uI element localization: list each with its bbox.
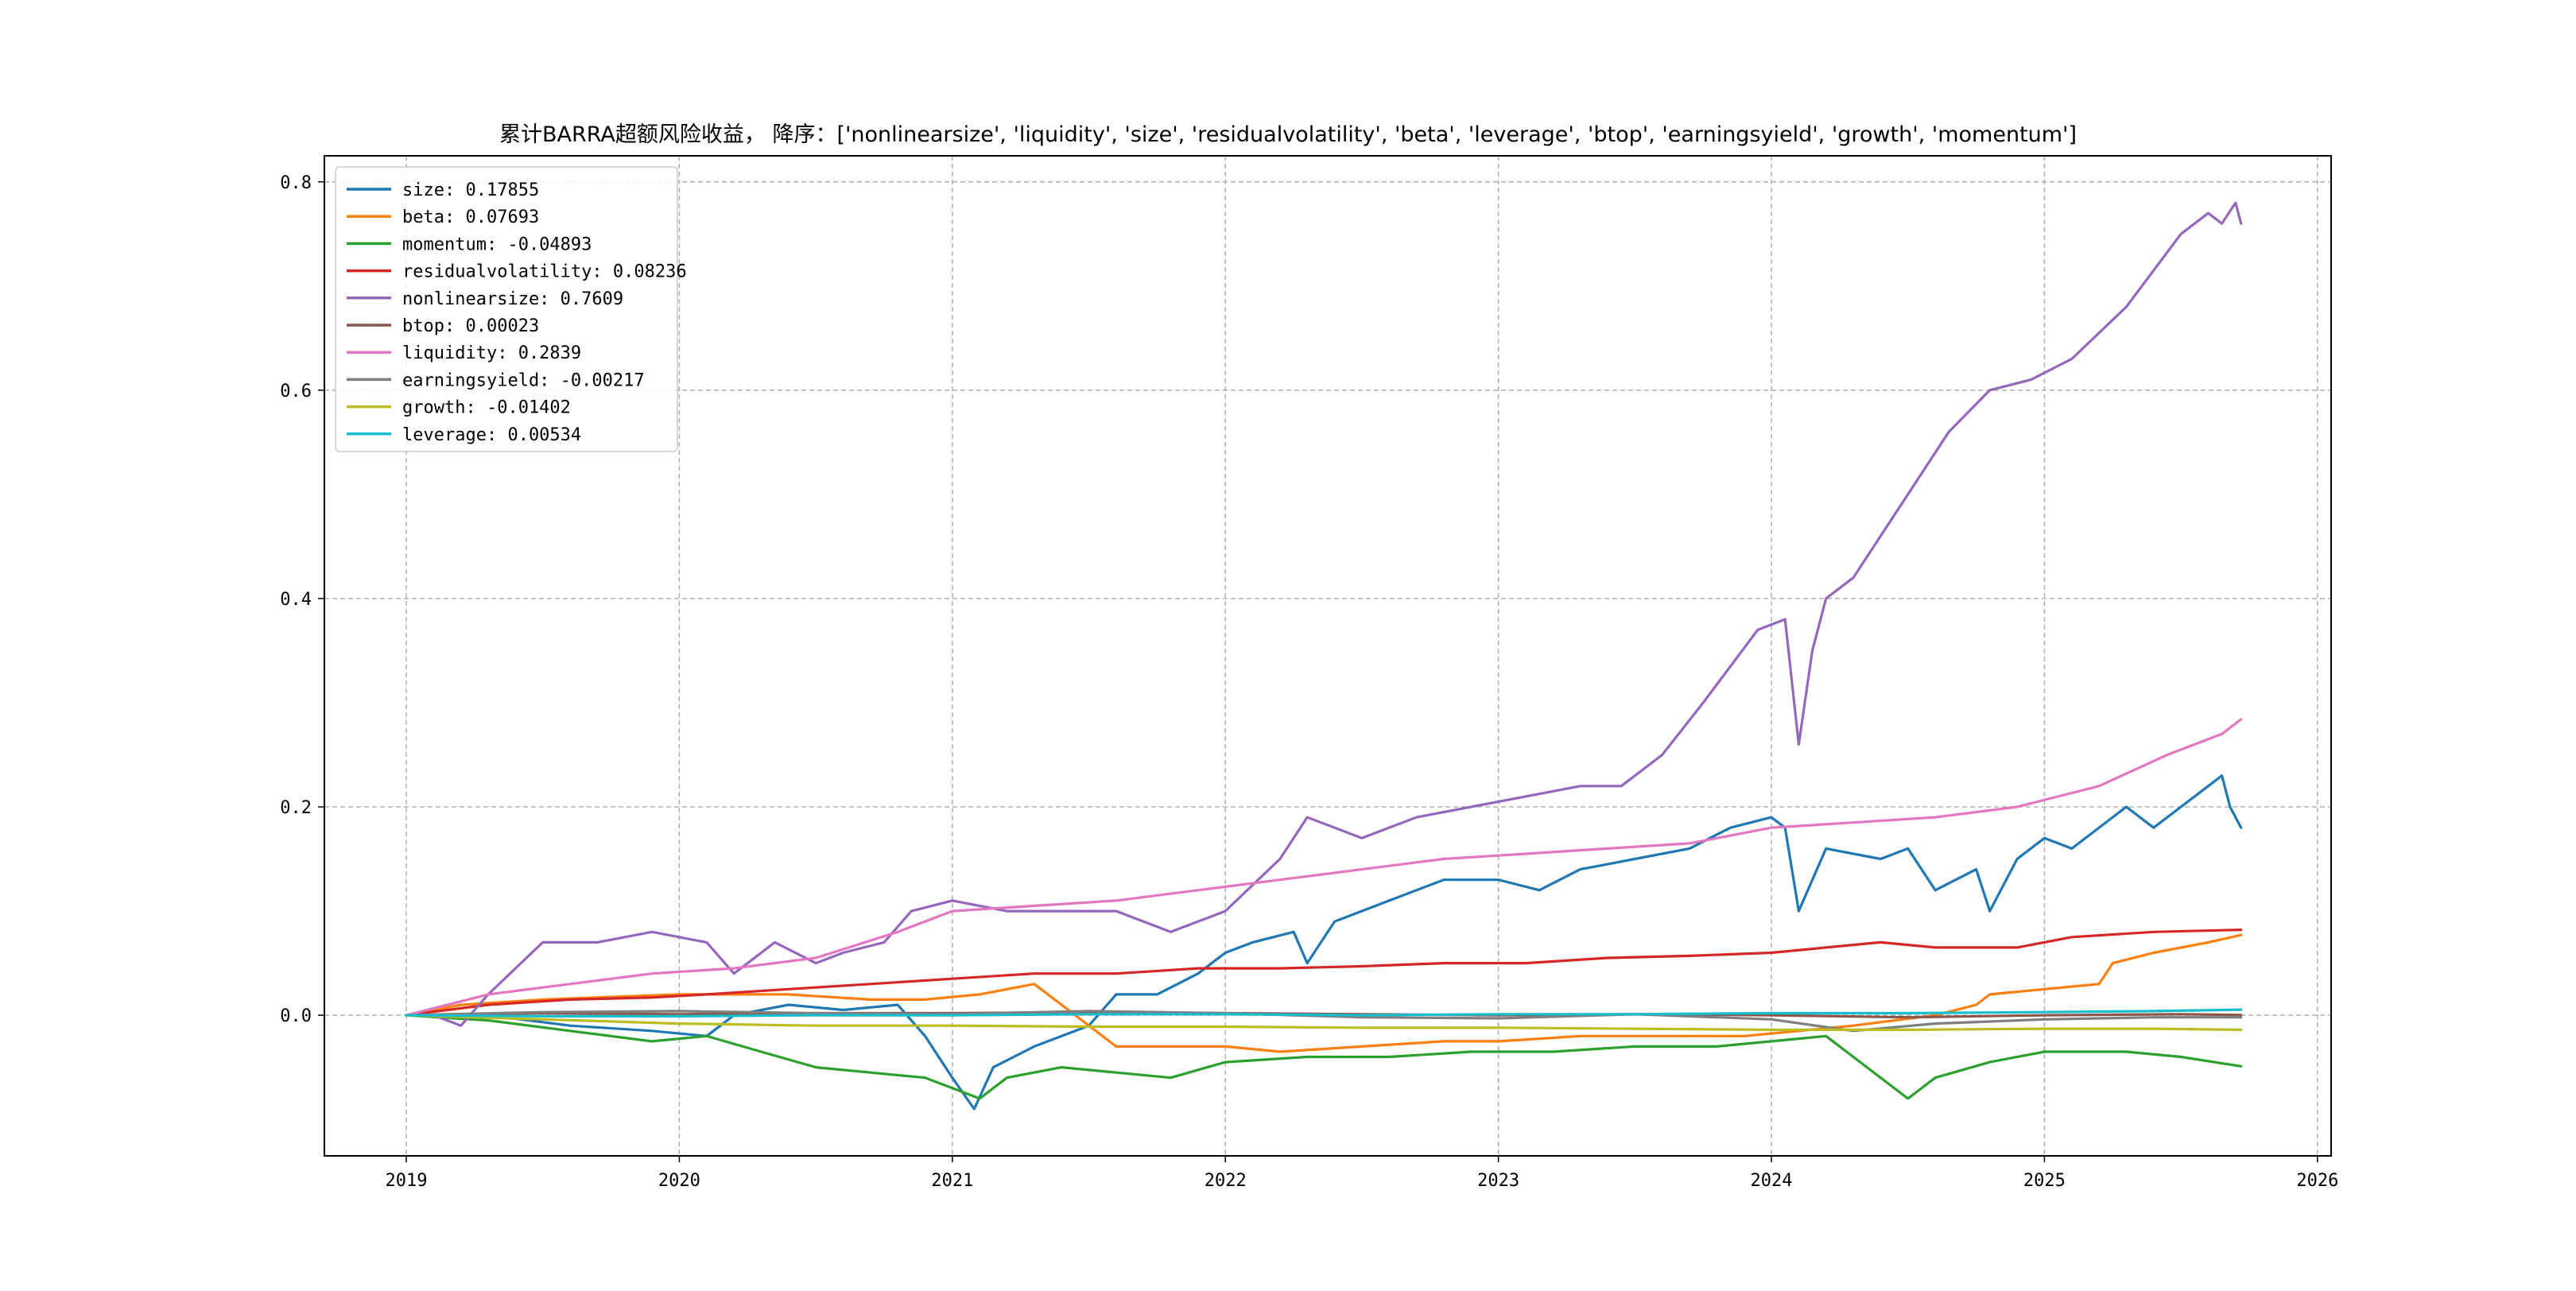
legend-label-nonlinearsize: nonlinearsize: 0.7609 [402, 289, 623, 309]
legend-label-size: size: 0.17855 [402, 180, 539, 200]
series-line-beta [405, 933, 2243, 1053]
legend-label-liquidity: liquidity: 0.2839 [402, 343, 581, 363]
x-tick-label: 2025 [2023, 1171, 2066, 1191]
legend-label-growth: growth: -0.01402 [402, 398, 571, 418]
chart-title: 累计BARRA超额风险收益， 降序：['nonlinearsize', 'liq… [499, 122, 2077, 147]
x-tick-label: 2022 [1205, 1171, 1247, 1191]
y-tick-label: 0.0 [280, 1006, 312, 1026]
y-tick-label: 0.6 [280, 382, 312, 401]
legend-label-earningsyield: earningsyield: -0.00217 [402, 370, 645, 390]
series-layer [405, 201, 2243, 1111]
x-tick-label: 2021 [931, 1171, 973, 1191]
series-line-residualvolatility [405, 929, 2243, 1017]
series-line-growth [405, 1014, 2243, 1031]
legend-label-residualvolatility: residualvolatility: 0.08236 [402, 262, 687, 282]
series-line-liquidity [405, 718, 2243, 1017]
x-axis: 2019 2020 2021 2022 2023 2024 2025 2026 [386, 1156, 2338, 1191]
series-line-nonlinearsize [405, 201, 2243, 1027]
x-tick-label: 2026 [2296, 1171, 2338, 1191]
legend: size: 0.17855 beta: 0.07693 momentum: -0.0… [335, 166, 687, 452]
plot-frame [324, 155, 2332, 1157]
x-tick-label: 2023 [1477, 1171, 1519, 1191]
y-tick-label: 0.2 [280, 798, 312, 818]
x-tick-label: 2020 [658, 1171, 700, 1191]
legend-label-leverage: leverage: 0.00534 [402, 425, 581, 445]
series-line-size [405, 774, 2243, 1111]
legend-label-btop: btop: 0.00023 [402, 316, 539, 336]
x-tick-label: 2019 [386, 1171, 428, 1191]
legend-label-beta: beta: 0.07693 [402, 207, 539, 227]
x-tick-label: 2024 [1751, 1171, 1793, 1191]
y-tick-label: 0.8 [280, 173, 312, 193]
series-line-earningsyield [405, 1010, 2243, 1033]
legend-label-momentum: momentum: -0.04893 [402, 235, 592, 254]
y-axis: 0.0 0.2 0.4 0.6 0.8 [280, 173, 324, 1026]
y-tick-label: 0.4 [280, 590, 312, 610]
series-line-leverage [405, 1008, 2243, 1018]
legend-box [335, 166, 678, 452]
series-line-momentum [405, 1014, 2243, 1100]
